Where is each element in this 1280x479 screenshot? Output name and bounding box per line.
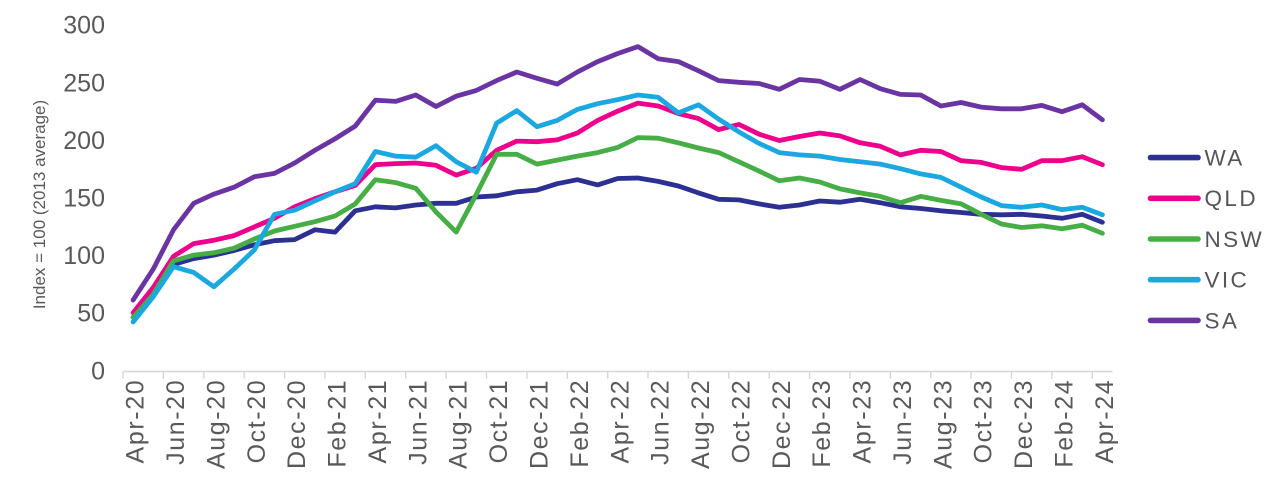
svg-text:150: 150 [63, 185, 105, 213]
svg-text:Jun-22: Jun-22 [647, 379, 675, 465]
svg-text:SA: SA [1205, 308, 1240, 333]
svg-text:0: 0 [91, 357, 105, 385]
svg-text:Dec-20: Dec-20 [283, 379, 311, 469]
svg-text:Feb-23: Feb-23 [808, 379, 836, 468]
svg-text:QLD: QLD [1205, 186, 1258, 211]
svg-text:Jun-20: Jun-20 [162, 379, 190, 465]
svg-text:Oct-21: Oct-21 [485, 379, 513, 464]
svg-text:Dec-22: Dec-22 [768, 379, 796, 469]
svg-text:50: 50 [77, 300, 105, 328]
svg-text:Apr-24: Apr-24 [1091, 379, 1119, 464]
svg-text:300: 300 [63, 12, 105, 40]
svg-text:Index = 100 (2013 average): Index = 100 (2013 average) [30, 100, 49, 309]
svg-text:Dec-23: Dec-23 [1010, 379, 1038, 469]
svg-text:Feb-24: Feb-24 [1051, 379, 1079, 468]
svg-text:WA: WA [1205, 146, 1245, 171]
svg-text:Apr-20: Apr-20 [122, 379, 150, 464]
svg-text:Dec-21: Dec-21 [526, 379, 554, 469]
svg-text:Aug-21: Aug-21 [445, 379, 473, 469]
svg-text:Feb-22: Feb-22 [566, 379, 594, 468]
svg-text:Jun-23: Jun-23 [889, 379, 917, 465]
svg-text:100: 100 [63, 242, 105, 270]
svg-text:NSW: NSW [1205, 227, 1265, 252]
svg-text:Aug-23: Aug-23 [929, 379, 957, 469]
svg-text:Apr-21: Apr-21 [364, 379, 392, 464]
svg-text:Aug-22: Aug-22 [687, 379, 715, 469]
svg-text:Oct-22: Oct-22 [727, 379, 755, 464]
svg-text:Oct-20: Oct-20 [243, 379, 271, 464]
svg-text:VIC: VIC [1205, 268, 1250, 293]
svg-text:Aug-20: Aug-20 [202, 379, 230, 469]
svg-text:Feb-21: Feb-21 [324, 379, 352, 468]
svg-text:Oct-23: Oct-23 [970, 379, 998, 464]
svg-text:200: 200 [63, 127, 105, 155]
svg-text:Apr-22: Apr-22 [606, 379, 634, 464]
svg-text:Apr-23: Apr-23 [849, 379, 877, 464]
svg-text:Jun-21: Jun-21 [404, 379, 432, 465]
svg-text:250: 250 [63, 69, 105, 97]
